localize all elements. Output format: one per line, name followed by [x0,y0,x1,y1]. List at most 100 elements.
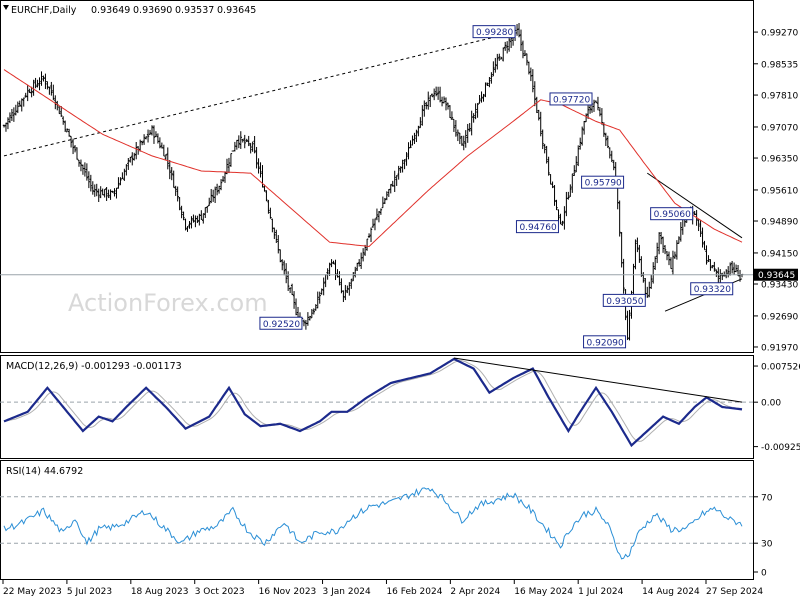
rsi-panel-frame [0,460,754,580]
price-bar [235,139,239,150]
svg-text:0.92090: 0.92090 [587,338,624,348]
price-bar [434,86,438,97]
price-bar [269,207,272,219]
price-bar [152,125,156,144]
price-bar [304,319,308,330]
price-bar [324,274,327,288]
price-bar [24,92,27,98]
price-bar [430,93,434,98]
price-bar [557,209,560,222]
price-bar [229,153,233,167]
price-bar [598,107,602,117]
price-bar [582,120,586,135]
price-bar [249,142,252,154]
price-bar [342,290,345,303]
price-bar [484,82,487,98]
price-bar [44,73,47,89]
price-bar [215,183,219,196]
price-bar [612,159,615,171]
rsi-grid [0,496,753,544]
price-bar [206,205,209,213]
close-value: 0.93645 [217,5,256,16]
price-bar [97,188,100,203]
price-bar [251,141,254,152]
price-bar [648,281,651,298]
price-level-label: 0.93050 [602,293,646,307]
price-bar [67,128,71,137]
price-bar [200,210,203,220]
price-bar [237,135,241,149]
price-bar [417,125,420,137]
price-bar [22,97,25,107]
macd-tick-label: -0.009252 [761,443,800,453]
price-bar [42,75,45,82]
price-bar [247,135,250,147]
time-tick-label: 16 Nov 2023 [259,587,317,597]
price-bar [663,245,667,255]
price-bar [186,226,189,232]
price-bar [545,145,548,164]
price-bar [659,231,663,245]
price-bar [379,208,383,215]
price-bar [310,309,314,319]
price-bar [306,312,310,326]
price-bar [721,272,724,281]
price-bar [30,86,33,98]
open-value: 0.93649 [91,5,130,16]
price-bar [367,233,371,238]
price-labels: 0.99280 0.97720 0.95790 0.95060 0.94760 0.933… [259,25,734,349]
price-bar [401,159,404,173]
price-bar [653,256,657,270]
price-bar [734,264,738,273]
price-level-label: 0.99280 [472,25,516,38]
rsi-tick-label: 70 [761,493,773,503]
price-bar [259,162,262,178]
trendline [647,172,743,239]
svg-text:0.92520: 0.92520 [263,320,300,330]
price-bar [728,262,732,276]
price-bar [375,208,379,221]
price-bar [393,170,396,192]
price-bar [127,158,130,170]
price-bar [525,53,529,66]
price-bar [279,249,282,263]
price-bar [241,138,244,143]
macd-tick-label: 0.007526 [761,363,800,373]
price-bar [8,112,12,124]
price-bar [123,168,126,181]
price-bar [446,102,450,110]
price-bar [496,53,499,70]
price-bar [113,188,116,197]
price-bar [573,165,576,177]
price-bar [71,138,75,155]
price-bar [202,213,205,224]
price-bar [492,61,495,77]
price-bar [20,98,23,112]
price-bar [302,319,306,327]
price-bar [184,218,187,231]
price-bar [373,218,377,231]
price-bar [490,72,493,84]
price-bar [48,86,51,95]
price-bar [456,129,460,142]
price-bar [239,131,242,149]
price-bar [164,154,168,161]
price-bar [60,106,63,117]
price-bar [442,96,446,104]
price-bar [121,172,124,180]
price-bar [600,108,604,125]
price-bar [677,236,681,244]
price-bar [673,251,677,259]
price-bar [99,186,102,199]
price-bar [87,171,91,189]
price-bar [142,134,146,145]
price-bar [527,61,531,75]
price-bar [308,315,312,321]
trendline [3,31,518,157]
price-bar [10,108,14,121]
price-bar [547,156,550,176]
time-tick-label: 27 Sep 2024 [706,587,763,597]
price-bar [732,262,736,275]
price-bar [166,147,169,170]
price-bar [371,218,375,228]
